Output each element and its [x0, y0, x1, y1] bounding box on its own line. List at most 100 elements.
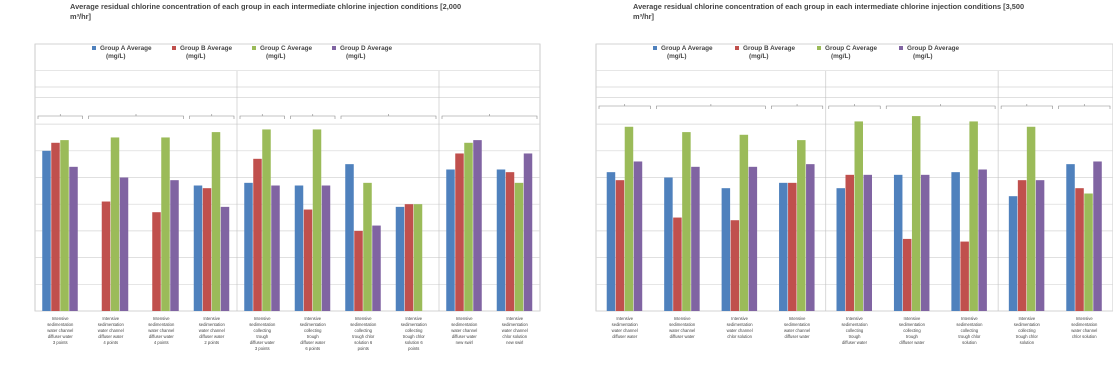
chart-panel-3500: Average residual chlorine concentration …	[561, 0, 1113, 387]
bar-group-d	[271, 185, 280, 311]
chart-panel-2000: Average residual chlorine concentration …	[0, 0, 552, 387]
subgroup-bracket	[656, 104, 766, 109]
bar-group-b	[902, 238, 912, 311]
bar-group-a	[294, 185, 304, 311]
bar-group-a	[193, 185, 203, 311]
bar-group-b	[615, 180, 625, 311]
bar-group-b	[202, 188, 212, 311]
bar-group-a	[244, 182, 253, 311]
subgroup-bracket	[598, 104, 651, 109]
bar-group-a	[664, 177, 673, 311]
legend-label: Group B Average (mg/L)	[180, 45, 233, 60]
x-category-label: Intensive sedimentation collecting trough di…	[899, 316, 926, 345]
subgroup-bracket	[189, 114, 235, 119]
bar-group-b	[455, 153, 464, 311]
subgroup-bracket	[771, 104, 824, 109]
chart-title: Average residual chlorine concentration …	[70, 2, 461, 21]
bar-group-a	[496, 169, 506, 311]
bar-group-c	[624, 126, 634, 312]
x-category-label: Intensive sedimentation water channel diffu…	[451, 316, 478, 345]
legend-swatch	[735, 46, 739, 50]
bar-group-c	[969, 121, 978, 312]
bar-group-b	[253, 158, 262, 311]
bar-group-c	[211, 132, 221, 311]
legend-swatch	[332, 46, 336, 50]
bar-group-a	[606, 172, 616, 311]
bar-group-c	[363, 182, 372, 311]
x-category-label: Intensive sedimentation water channel diffu…	[148, 316, 175, 345]
bar-group-b	[152, 212, 161, 311]
bar-group-c	[854, 121, 863, 312]
bar-group-c	[797, 140, 806, 311]
bar-group-b	[101, 201, 111, 311]
legend-swatch	[653, 46, 657, 50]
subgroup-bracket	[885, 104, 996, 109]
subgroup-bracket	[290, 114, 336, 119]
subgroup-bracket	[1058, 104, 1111, 109]
bar-group-c	[682, 132, 691, 311]
bar-group-c	[514, 182, 524, 311]
bar-group-c	[413, 204, 423, 311]
bar-group-b	[673, 217, 682, 311]
bar-group-d	[473, 140, 482, 311]
bar-group-d	[691, 166, 700, 311]
bar-group-b	[845, 174, 854, 311]
bar-group-d	[170, 180, 179, 311]
bar-group-d	[920, 174, 930, 311]
x-category-label: Intensive sedimentation water channel chlor…	[502, 316, 529, 345]
x-category-label: Intensive sedimentation water channel diffu…	[784, 316, 811, 339]
subgroup-bracket	[340, 114, 437, 119]
bar-group-a	[836, 188, 845, 311]
x-category-label: Intensive sedimentation collecting trough di…	[249, 316, 276, 351]
x-category-label: Intensive sedimentation collecting trough c…	[350, 316, 377, 351]
x-category-label: Intensive sedimentation water channel diffu…	[669, 316, 696, 339]
bar-group-a	[345, 164, 354, 311]
x-category-label: Intensive sedimentation collecting trough c…	[956, 316, 983, 345]
x-category-label: Intensive sedimentation collecting trough c…	[1014, 316, 1041, 345]
bar-group-c	[739, 134, 749, 311]
bar-group-a	[951, 172, 960, 311]
bar-group-c	[262, 129, 271, 311]
bar-group-d	[1093, 161, 1102, 311]
subgroup-bracket	[441, 114, 538, 119]
bar-group-c	[312, 129, 322, 311]
legend-swatch	[899, 46, 903, 50]
bar-group-c	[911, 116, 921, 311]
bar-group-b	[505, 172, 515, 311]
bar-group-b	[51, 142, 60, 311]
bar-group-d	[372, 225, 381, 311]
chart-3500-svg: Average residual chlorine concentration …	[595, 2, 1113, 345]
bar-group-d	[633, 161, 643, 311]
x-category-label: Intensive sedimentation water channel chlor…	[727, 316, 754, 339]
x-category-label: Intensive sedimentation water channel diffu…	[612, 316, 639, 339]
bar-group-a	[1066, 164, 1075, 311]
subgroup-bracket	[1000, 104, 1053, 109]
bar-group-a	[42, 150, 51, 311]
subgroup-bracket	[88, 114, 184, 119]
bar-group-c	[60, 140, 69, 311]
bar-group-b	[354, 230, 363, 311]
subgroup-bracket	[239, 114, 285, 119]
bar-group-c	[110, 137, 120, 311]
x-category-label: Intensive sedimentation collecting trough di…	[300, 316, 327, 351]
bar-group-a	[395, 206, 405, 311]
x-category-label: Intensive sedimentation water channel diffu…	[199, 316, 226, 345]
chart-2000-svg: Average residual chlorine concentration …	[34, 2, 541, 351]
bar-group-c	[161, 137, 170, 311]
legend-label: Group C Average (mg/L)	[825, 45, 878, 60]
x-category-label: Intensive sedimentation water channel chlor…	[1071, 316, 1098, 339]
bar-group-c	[1084, 193, 1093, 311]
bar-group-a	[893, 174, 903, 311]
bar-group-b	[960, 241, 969, 311]
bar-group-a	[779, 182, 788, 311]
bar-group-d	[220, 206, 230, 311]
bar-group-b	[730, 220, 740, 311]
legend-swatch	[172, 46, 176, 50]
bar-group-b	[1017, 180, 1027, 311]
bar-group-b	[404, 204, 414, 311]
legend-label: Group D Average (mg/L)	[907, 45, 960, 60]
x-category-label: Intensive sedimentation water channel diffu…	[47, 316, 74, 345]
bar-group-d	[321, 185, 331, 311]
x-category-label: Intensive sedimentation collecting trough c…	[401, 316, 428, 351]
bar-group-d	[863, 174, 872, 311]
